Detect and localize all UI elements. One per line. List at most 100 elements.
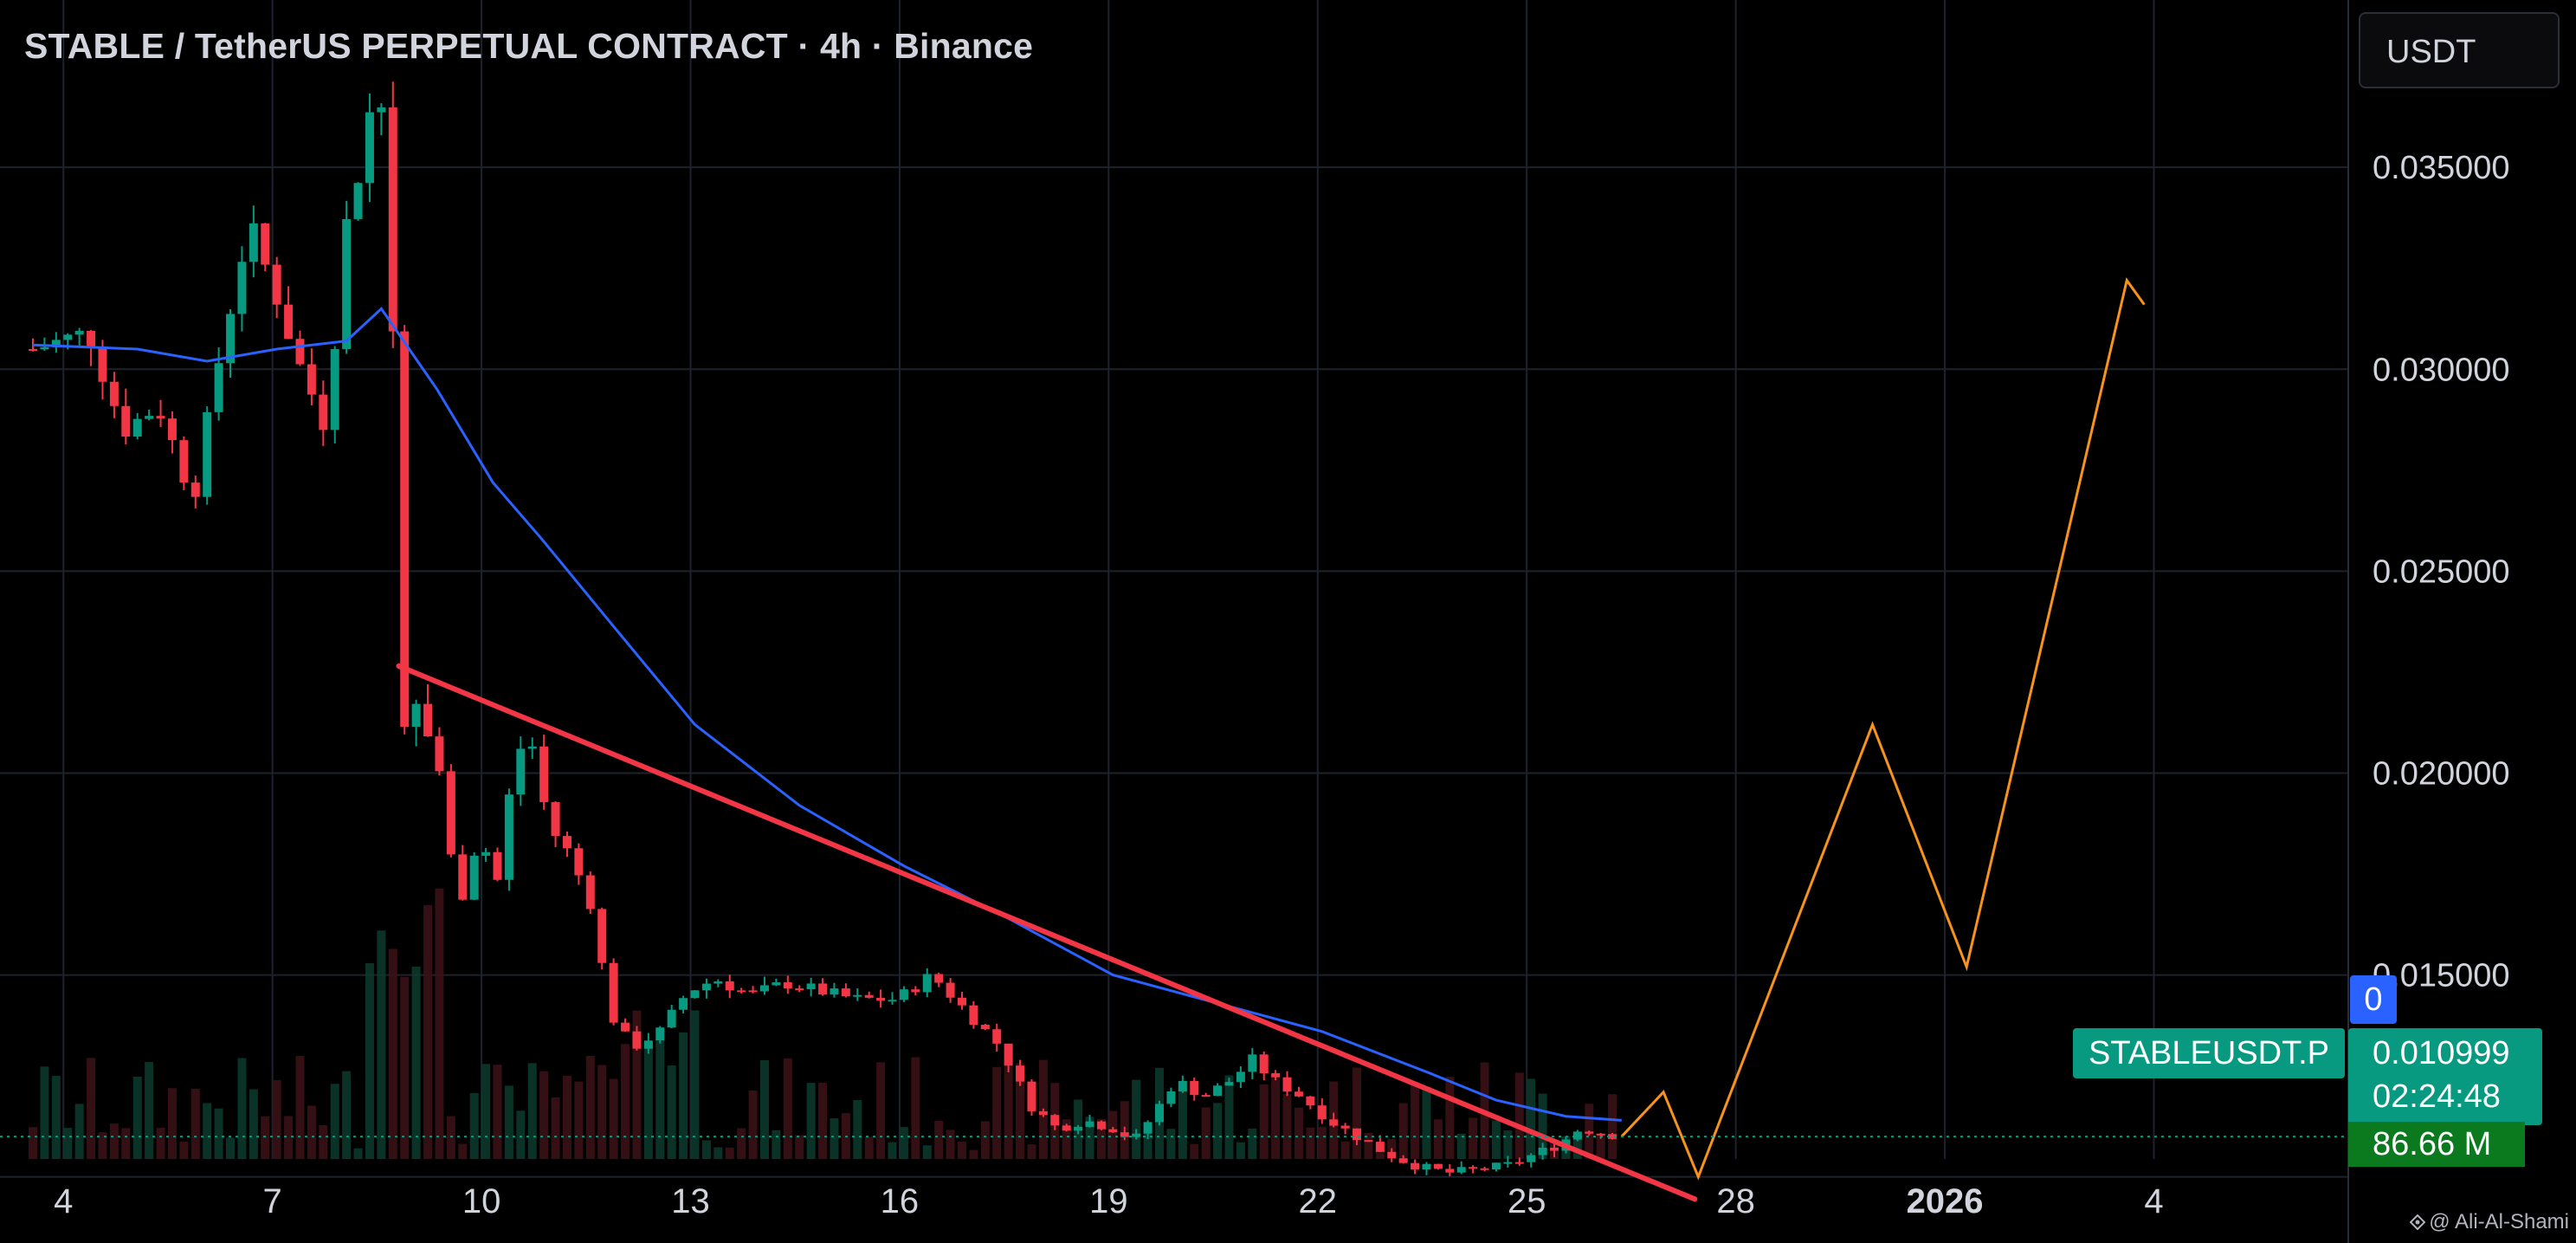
candle-body (469, 855, 479, 900)
candle-body (365, 112, 374, 184)
volume-bar (632, 1010, 642, 1159)
candle-body (1248, 1054, 1257, 1072)
candle-body (585, 875, 595, 910)
candle-body (725, 981, 734, 991)
candle-body (145, 416, 154, 419)
candle-body (1422, 1163, 1431, 1170)
candle-body (1213, 1085, 1223, 1097)
currency-button[interactable]: USDT (2359, 12, 2560, 88)
candle-body (1608, 1134, 1617, 1139)
volume-bar (435, 888, 444, 1159)
candle-body (504, 794, 513, 880)
projection-path[interactable] (1620, 277, 2146, 1181)
candle-body (806, 983, 816, 990)
volume-bar (330, 1084, 339, 1159)
volume-bar (1248, 1128, 1257, 1159)
volume-bar (1375, 1148, 1385, 1159)
candle-body (876, 997, 886, 1001)
volume-bar (795, 1135, 804, 1159)
candle-body (132, 418, 142, 437)
candle-body (411, 703, 421, 727)
candle-body (1375, 1142, 1385, 1152)
candle-body (1050, 1115, 1060, 1126)
volume-bar (1538, 1093, 1547, 1159)
time-tick-label: 4 (2144, 1182, 2163, 1220)
volume-bar (307, 1105, 316, 1159)
time-tick-label: 13 (671, 1182, 710, 1220)
volume-bar (1178, 1080, 1187, 1159)
candle-body (911, 989, 920, 993)
candle-body (713, 981, 723, 984)
moving-average-line[interactable] (32, 307, 1622, 1122)
volume-bar (922, 1145, 932, 1159)
volume-bar (980, 1121, 990, 1159)
time-tick-label: 7 (263, 1182, 282, 1220)
overlay-drawings[interactable] (0, 277, 2348, 1202)
candle-body (516, 748, 526, 795)
volume-bar (284, 1116, 294, 1159)
volume-bar (585, 1056, 595, 1159)
volume-bar (1132, 1079, 1141, 1159)
candle-body (737, 990, 746, 993)
candle-body (667, 1009, 676, 1028)
price-tick-label: 0.025000 (2373, 554, 2510, 590)
candle-body (551, 802, 560, 837)
volume-bar (1527, 1078, 1536, 1159)
volume-bar (830, 1118, 839, 1159)
candle-body (74, 330, 84, 335)
candle-body (388, 107, 397, 332)
volume-bar (190, 1088, 200, 1159)
candle-body (353, 183, 363, 219)
candle-body (435, 736, 444, 772)
volume-bar (132, 1076, 142, 1159)
candle-body (690, 990, 700, 999)
candle-body (272, 264, 281, 305)
volume-bar (1282, 1094, 1292, 1159)
candle-body (446, 771, 455, 855)
candle-body (643, 1040, 653, 1049)
volume-bar (121, 1128, 131, 1159)
volume-bar (864, 1136, 874, 1159)
volume-bar (226, 1137, 236, 1159)
candle-body (609, 962, 618, 1023)
candle-body (1514, 1162, 1524, 1164)
volume-bar (411, 967, 421, 1159)
candle-body (1433, 1163, 1443, 1169)
candle-body (167, 418, 177, 441)
descending-trendline[interactable] (396, 663, 1698, 1202)
volume-bar (261, 1116, 270, 1159)
chart-title: STABLE / TetherUS PERPETUAL CONTRACT · 4… (24, 26, 1034, 66)
volume-bar (1294, 1107, 1303, 1159)
candle-body (330, 348, 339, 431)
candle-body (1016, 1065, 1025, 1082)
time-tick-label: 4 (54, 1182, 73, 1220)
candle-body (1480, 1168, 1489, 1170)
volume-bar (1353, 1067, 1362, 1159)
candle-body (679, 998, 688, 1010)
candle-body (237, 262, 247, 314)
candle-body (1271, 1072, 1281, 1078)
candle-body (655, 1027, 665, 1041)
volume-bar (713, 1147, 723, 1159)
volume-bar (249, 1089, 258, 1159)
candle-body (1317, 1105, 1327, 1120)
volume-bar (272, 1079, 281, 1159)
volume-bar (1027, 1144, 1036, 1159)
candle-body (1294, 1091, 1303, 1097)
volume-bar (1411, 1084, 1420, 1159)
candle-body (1038, 1110, 1048, 1116)
candle-body (1236, 1071, 1245, 1083)
candle-body (40, 346, 49, 350)
volume-bar (156, 1128, 165, 1159)
candle-body (783, 982, 792, 989)
volume-bar (1491, 1120, 1501, 1159)
candle-body (1469, 1167, 1478, 1169)
volume-bar (562, 1075, 571, 1159)
volume-bar (214, 1108, 223, 1159)
volume-bar (179, 1142, 189, 1159)
volume-bar (1317, 1126, 1327, 1159)
candle-body (377, 107, 386, 113)
last-price-label: 0.010999 02:24:48 (2348, 1028, 2542, 1125)
time-tick-label: 10 (462, 1182, 501, 1220)
candle-body (1538, 1147, 1547, 1156)
